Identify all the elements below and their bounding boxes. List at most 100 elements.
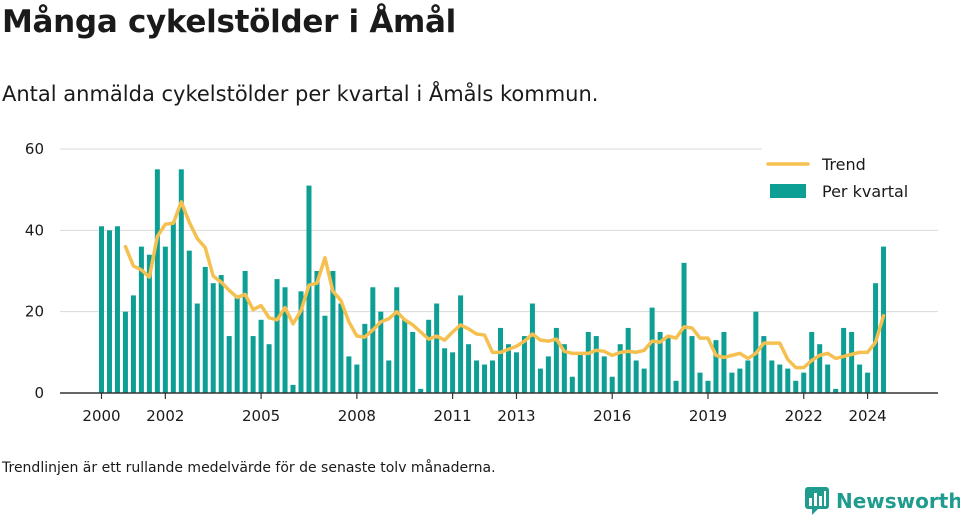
bar [849, 332, 855, 393]
bar [426, 319, 432, 393]
bar [577, 352, 583, 393]
bar [106, 230, 112, 393]
bar [330, 271, 336, 393]
bar [458, 295, 464, 393]
bar [569, 376, 575, 393]
theft-chart: 0 20 40 60 2000 2002 2005 2008 2011 2013 2016 2019… [25, 140, 938, 425]
x-tick-label: 2011 [434, 407, 472, 425]
legend-trend-label: Trend [821, 155, 866, 174]
bar [370, 287, 376, 393]
bar [186, 250, 192, 393]
bar [665, 336, 671, 393]
bar [865, 372, 871, 393]
bar [386, 360, 392, 393]
bar [641, 368, 647, 393]
x-tick-label: 2016 [593, 407, 631, 425]
bar [553, 327, 559, 393]
bar [394, 287, 400, 393]
x-tick-label: 2008 [338, 407, 376, 425]
brand-logo: Newsworthy [804, 486, 960, 516]
bar [833, 388, 839, 393]
bar [122, 311, 128, 393]
bar [609, 376, 615, 393]
bar [162, 246, 168, 393]
bar [290, 384, 296, 393]
legend-bar-label: Per kvartal [822, 182, 908, 201]
bar [498, 327, 503, 393]
bar [490, 360, 496, 393]
chart-title: Många cykelstölder i Åmål [2, 4, 457, 40]
y-tick-label: 60 [25, 140, 44, 158]
bar [593, 336, 599, 393]
bar [266, 344, 272, 393]
bar [466, 344, 472, 393]
x-tick-label: 2002 [146, 407, 184, 425]
bar [649, 307, 655, 393]
bar [258, 319, 264, 393]
y-axis-ticks: 0 20 40 60 [25, 140, 44, 402]
bar [410, 332, 416, 393]
bar [442, 348, 448, 393]
bar [234, 295, 240, 393]
x-tick-label: 2013 [497, 407, 535, 425]
y-tick-label: 0 [34, 384, 44, 402]
bar [737, 368, 743, 393]
bar [777, 364, 783, 393]
bar [474, 360, 480, 393]
bar [785, 368, 791, 393]
bar [625, 327, 631, 393]
bar [202, 266, 208, 393]
bar [114, 226, 120, 393]
bar [402, 319, 408, 393]
bar [633, 360, 639, 393]
bar [761, 336, 767, 393]
bar [194, 303, 200, 393]
x-tick-label: 2019 [689, 407, 727, 425]
bar [346, 356, 352, 393]
bar [713, 340, 719, 393]
bar [513, 352, 519, 393]
bar [561, 344, 567, 393]
bar [138, 246, 144, 393]
x-tick-label: 2000 [82, 407, 120, 425]
legend: Trend Per kvartal [762, 144, 938, 206]
newsworthy-logo-icon [805, 487, 829, 515]
bar [146, 254, 152, 393]
bar [338, 303, 344, 393]
bar [825, 364, 831, 393]
bar [817, 344, 823, 393]
bar [282, 287, 288, 393]
bar [705, 380, 711, 393]
bar [529, 303, 535, 393]
x-axis-ticks: 2000 2002 2005 2008 2011 2013 2016 2019 2022 2024 [82, 393, 887, 425]
bar [482, 364, 488, 393]
x-tick-label: 2005 [242, 407, 280, 425]
bar [450, 352, 456, 393]
brand-name: Newsworthy [836, 489, 960, 513]
bar [218, 275, 224, 393]
bar [418, 388, 424, 393]
x-tick-label: 2022 [785, 407, 823, 425]
trend-line [123, 200, 886, 370]
y-tick-label: 40 [25, 221, 44, 239]
bar [793, 380, 799, 393]
bar [274, 279, 280, 393]
bar [841, 327, 847, 393]
bar [505, 344, 511, 393]
x-tick-label: 2024 [848, 407, 886, 425]
bar [210, 283, 216, 393]
bar [857, 364, 863, 393]
bar [378, 311, 384, 393]
bar [314, 271, 320, 393]
bar [178, 169, 184, 393]
bar [585, 332, 591, 393]
bar [521, 336, 527, 393]
bar [250, 336, 256, 393]
bar [601, 356, 607, 393]
bar [130, 295, 136, 393]
bar [354, 364, 360, 393]
bar [537, 368, 543, 393]
bar [617, 344, 623, 393]
bar [170, 222, 176, 393]
bar [99, 226, 104, 393]
